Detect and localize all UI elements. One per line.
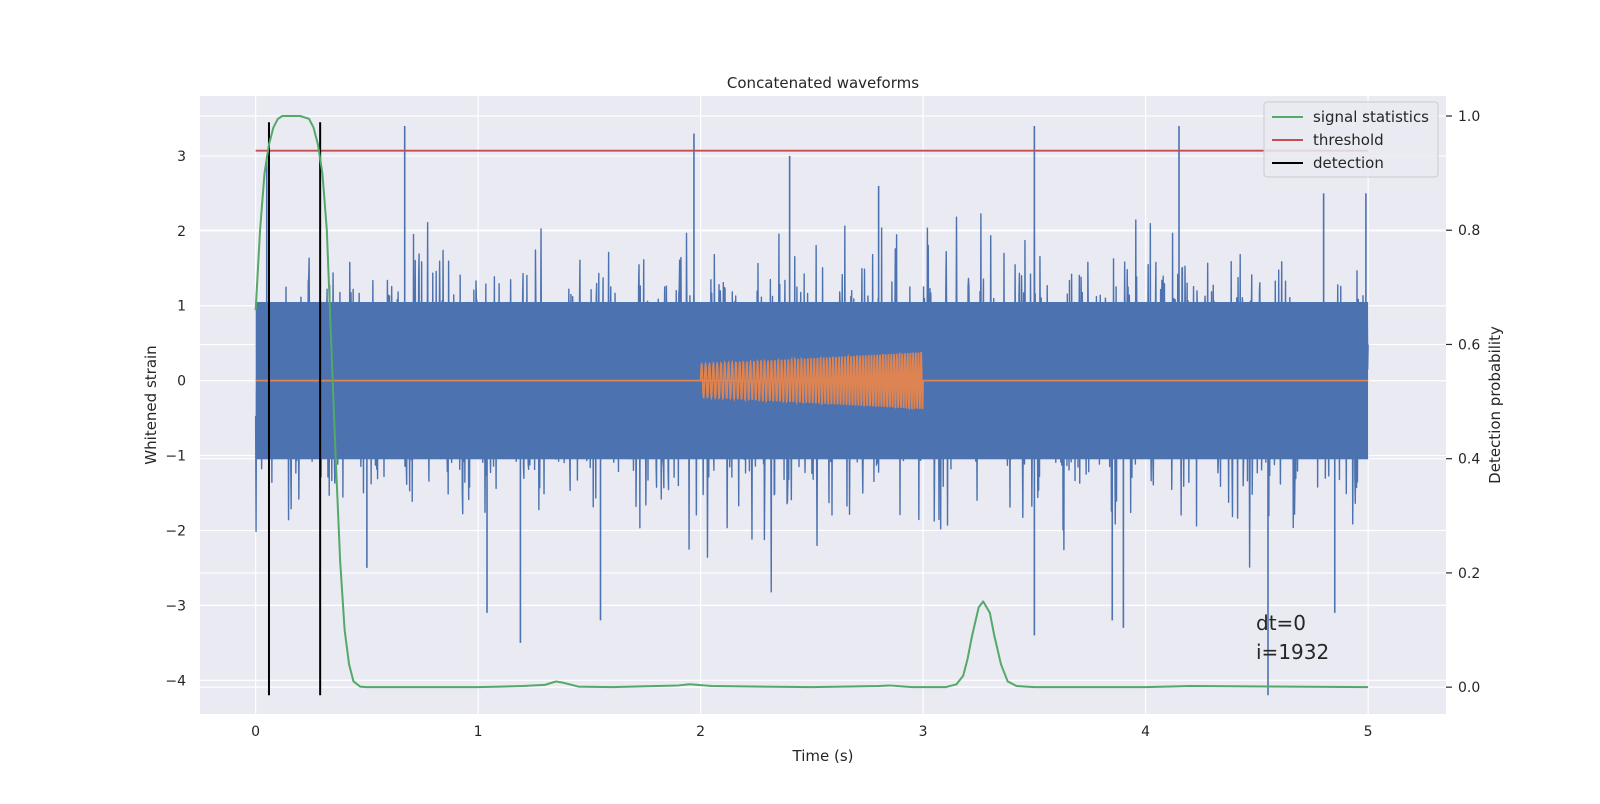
waveform-series-line bbox=[699, 351, 924, 411]
series-layer bbox=[254, 114, 1369, 696]
y2-axis-label: Detection probability bbox=[1486, 326, 1504, 484]
y2-tick-label: 0.6 bbox=[1458, 337, 1480, 353]
y-tick-label: 1 bbox=[177, 299, 186, 315]
x-tick-label: 0 bbox=[251, 724, 260, 740]
annotation-dt: dt=0 bbox=[1256, 611, 1306, 635]
y2-tick-label: 0.2 bbox=[1458, 566, 1480, 582]
annotation-index: i=1932 bbox=[1256, 640, 1329, 664]
x-tick-label: 5 bbox=[1364, 724, 1373, 740]
legend: signal statistics threshold detection bbox=[1263, 101, 1439, 178]
x-tick-label: 3 bbox=[919, 724, 928, 740]
y2-tick-label: 0.4 bbox=[1458, 452, 1480, 468]
y2-tick-label: 0.0 bbox=[1458, 680, 1480, 696]
chart-title: Concatenated waveforms bbox=[727, 74, 919, 92]
y-tick-label: 3 bbox=[177, 149, 186, 165]
legend-box bbox=[1263, 101, 1439, 178]
signal-statistics-line bbox=[254, 114, 1369, 689]
x-tick-label: 4 bbox=[1141, 724, 1150, 740]
y-tick-label: 0 bbox=[177, 374, 186, 390]
ticks: 0 1 2 3 4 5 −4 −3 −2 −1 0 1 2 3 0.0 0.2 0.4 0.6 0.8 1.0 bbox=[165, 109, 1480, 740]
legend-label-threshold: threshold bbox=[1313, 131, 1384, 149]
legend-label-signal-statistics: signal statistics bbox=[1313, 108, 1429, 126]
y-tick-label: −3 bbox=[165, 598, 186, 614]
x-tick-label: 1 bbox=[474, 724, 483, 740]
y-tick-label: 2 bbox=[177, 224, 186, 240]
x-tick-label: 2 bbox=[696, 724, 705, 740]
y-axis-label: Whitened strain bbox=[142, 345, 160, 464]
y-tick-label: −4 bbox=[165, 673, 186, 689]
y-tick-label: −1 bbox=[165, 449, 186, 465]
y2-tick-label: 1.0 bbox=[1458, 109, 1480, 125]
x-axis-label: Time (s) bbox=[792, 747, 854, 765]
y-tick-label: −2 bbox=[165, 523, 186, 539]
y2-tick-label: 0.8 bbox=[1458, 223, 1480, 239]
legend-label-detection: detection bbox=[1313, 154, 1384, 172]
